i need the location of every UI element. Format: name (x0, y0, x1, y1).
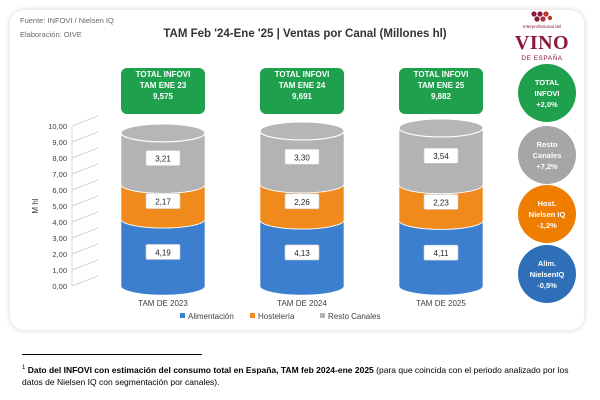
variation-badge-total: TOTAL INFOVI +2,0% (518, 64, 576, 122)
y-tick-label: 4,00 (52, 218, 67, 227)
axis-wall-line (71, 195, 99, 207)
total-box-line2: TAM ENE 24 (278, 81, 326, 90)
chart-panel: Fuente: INFOVI / Nielsen IQ Elaboración:… (10, 10, 584, 330)
footnote-bold-text: Dato del INFOVI con estimación del consu… (27, 364, 374, 375)
footnote-text: (para que coincida con el periodo analiz… (22, 364, 569, 387)
legend-swatch (320, 313, 325, 318)
badge-line1: Alim. (537, 258, 557, 268)
grapes-icon (531, 11, 553, 22)
legend-label: Hostelería (258, 312, 295, 321)
variation-badge-resto: Resto Canales +7,2% (518, 126, 576, 184)
axis-wall-line (71, 131, 99, 143)
badge-value: +2,0% (536, 99, 558, 109)
total-box-line2: TAM ENE 25 (417, 81, 465, 90)
data-label: 2,17 (155, 198, 171, 207)
badge-line2: INFOVI (534, 88, 560, 98)
axis-wall-line (71, 147, 99, 159)
bar-segment-top (120, 123, 206, 143)
data-label-box (284, 149, 320, 165)
total-box-line1: TOTAL INFOVI (274, 70, 330, 79)
axis-wall-line (71, 211, 99, 223)
legend-label: Alimentación (188, 312, 234, 321)
axis-wall-line (71, 163, 99, 175)
y-tick-label: 1,00 (52, 266, 67, 275)
data-label: 2,23 (433, 198, 449, 207)
y-tick-label: 2,00 (52, 250, 67, 259)
badge-line1: TOTAL (534, 77, 560, 87)
footnote: 1 Dato del INFOVI con estimación del con… (22, 362, 582, 388)
data-label: 4,11 (434, 249, 450, 258)
data-label: 3,54 (433, 152, 449, 161)
logo-small-text: Interprofesional del (522, 24, 562, 29)
data-label-box (145, 150, 181, 166)
x-tick-label: TAM DE 2024 (277, 299, 327, 308)
axis-wall-line (71, 259, 99, 271)
legend-swatch (180, 313, 185, 318)
source-line: Fuente: INFOVI / Nielsen IQ (20, 16, 114, 25)
badge-value: -0,5% (537, 280, 557, 290)
footnote-marker: 1 (22, 365, 26, 371)
badge-line2: Canales (532, 150, 562, 160)
axis-wall-line (71, 227, 99, 239)
y-tick-label: 0,00 (52, 282, 67, 291)
axis-wall-line (71, 115, 99, 127)
badge-line1: Resto (536, 139, 558, 149)
data-label-box (284, 244, 320, 261)
data-label-box (423, 147, 459, 164)
data-label: 4,19 (155, 248, 171, 257)
badge-line1: Host. (537, 198, 557, 208)
logo-main-text: VINO (514, 32, 570, 54)
logo-sub-text: DE ESPAÑA (521, 55, 563, 62)
y-tick-label: 3,00 (52, 234, 67, 243)
total-box-value: 9,691 (291, 92, 313, 101)
axis-wall-line (71, 179, 99, 191)
total-box-value: 9,575 (152, 92, 174, 101)
total-box-line2: TAM ENE 23 (139, 81, 187, 90)
axis-wall-line (71, 243, 99, 255)
data-label-box (284, 193, 320, 210)
data-label: 3,30 (294, 153, 310, 162)
data-label: 3,21 (155, 155, 171, 164)
legend-label: Resto Canales (328, 312, 380, 321)
total-box-value: 9,882 (430, 92, 452, 101)
total-box-2024: TOTAL INFOVI TAM ENE 24 9,691 (260, 68, 344, 114)
bar-segment-top (398, 118, 484, 138)
x-tick-label: TAM DE 2025 (416, 299, 466, 308)
y-tick-label: 7,00 (52, 170, 67, 179)
source-note: Fuente: INFOVI / Nielsen IQ Elaboración:… (20, 14, 114, 42)
bar-segment-top (259, 121, 345, 141)
badge-value: +7,2% (536, 161, 558, 171)
data-label-box (423, 244, 459, 261)
data-label: 4,13 (294, 249, 310, 258)
y-tick-label: 10,00 (48, 122, 67, 131)
axis-wall-line (71, 275, 99, 287)
footnote-rule (22, 354, 202, 355)
badge-line2: Nielsen IQ (528, 209, 566, 219)
data-label: 2,26 (294, 198, 310, 207)
total-box-2025: TOTAL INFOVI TAM ENE 25 9,882 (399, 68, 483, 114)
y-axis-label: M hl (31, 198, 40, 213)
badge-value: -1,2% (537, 220, 557, 230)
legend-swatch (250, 313, 255, 318)
data-label-box (145, 244, 181, 260)
y-tick-label: 9,00 (52, 138, 67, 147)
stacked-bar-chart: 0,00 1,00 2,00 3,00 4,00 5,00 6,00 7,00 8,00 9,00… (31, 115, 484, 321)
data-label-box (145, 193, 181, 209)
y-tick-label: 6,00 (52, 186, 67, 195)
vino-de-espana-logo: Interprofesional del VINO DE ESPAÑA (500, 11, 584, 70)
badge-line2: NielsenIQ (529, 269, 565, 279)
chart-title: TAM Feb '24-Ene '25 | Ventas por Canal (… (163, 28, 447, 40)
variation-badge-hosteleria: Host. Nielsen IQ -1,2% (518, 185, 576, 243)
elaboration-line: Elaboración: OIVE (20, 30, 82, 39)
total-box-2023: TOTAL INFOVI TAM ENE 23 9,575 (121, 68, 205, 114)
total-box-line1: TOTAL INFOVI (135, 70, 191, 79)
x-tick-label: TAM DE 2023 (138, 299, 188, 308)
total-box-line1: TOTAL INFOVI (413, 70, 469, 79)
variation-badge-alimentacion: Alim. NielsenIQ -0,5% (518, 245, 576, 303)
y-tick-label: 5,00 (52, 202, 67, 211)
y-tick-label: 8,00 (52, 154, 67, 163)
data-label-box (423, 194, 459, 210)
